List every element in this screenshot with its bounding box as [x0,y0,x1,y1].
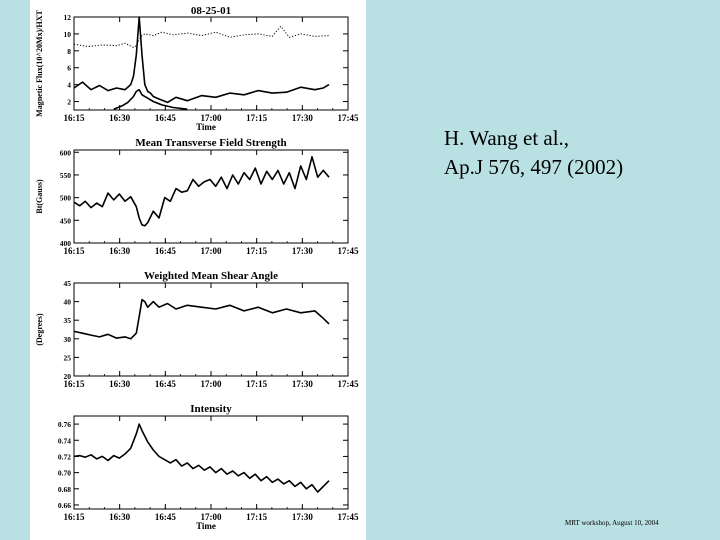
x-tick-label: 17:15 [246,512,267,522]
x-tick-label: 16:15 [64,512,85,522]
x-tick-label: 17:00 [201,512,222,522]
x-tick-label: 16:45 [155,379,176,389]
y-tick-label: 30 [64,335,72,344]
x-tick-label: 17:30 [292,379,313,389]
y-tick-label: 0.66 [58,501,71,510]
series-line-1 [73,25,330,48]
x-tick-label: 17:00 [201,379,222,389]
series-line-3 [113,88,188,110]
chart-title: 08-25-01 [191,5,231,17]
y-tick-label: 0.74 [58,436,71,445]
x-axis-label: Time [196,521,216,531]
y-tick-label: 400 [60,239,72,248]
plot-frame [73,415,349,510]
y-tick-label: 500 [60,194,72,203]
y-tick-label: 0.70 [58,469,71,478]
y-tick-label: 0.76 [58,420,71,429]
x-tick-label: 17:15 [246,379,267,389]
y-tick-label: 10 [64,30,72,39]
footer-note: MRT workshop, August 10, 2004 [565,519,659,527]
y-tick-label: 600 [60,148,72,157]
x-tick-label: 17:00 [201,113,222,123]
x-tick-label: 17:30 [292,113,313,123]
series-line-2 [73,16,330,104]
x-tick-label: 17:15 [246,246,267,256]
series-line-1 [73,156,330,227]
y-axis-label: (Degrees) [35,313,44,346]
x-tick-label: 16:30 [109,246,130,256]
x-tick-label: 17:30 [292,512,313,522]
series-line-1 [73,298,330,340]
y-axis-label: Bt(Gauss) [35,179,44,214]
x-tick-label: 16:15 [64,113,85,123]
x-axis-label: Time [196,122,216,132]
x-tick-label: 17:00 [201,246,222,256]
figure-panel: 08-25-01 16:15 16:30 16:45 17:00 17:15 17:30 17… [30,0,366,540]
y-tick-label: 0.72 [58,452,71,461]
chart-title: Mean Transverse Field Strength [135,137,286,149]
chart-title: Intensity [190,403,232,415]
y-tick-label: 550 [60,171,72,180]
x-tick-label: 16:15 [64,246,85,256]
x-tick-label: 16:30 [109,512,130,522]
series-line-1 [73,423,330,493]
x-tick-label: 17:45 [338,113,359,123]
x-tick-label: 17:15 [246,113,267,123]
chart-figure: 08-25-01 16:15 16:30 16:45 17:00 17:15 17:30 17… [35,5,359,531]
y-tick-label: 2 [67,98,71,107]
x-tick-label: 17:45 [338,512,359,522]
y-tick-label: 6 [67,64,71,73]
x-tick-label: 16:15 [64,379,85,389]
y-tick-label: 12 [64,13,72,22]
y-axis-label: Magnetic Flux(10^20Mx)/HXT [35,10,44,117]
x-tick-label: 16:45 [155,512,176,522]
plot-frame [73,282,349,377]
x-tick-label: 16:45 [155,113,176,123]
y-tick-label: 8 [67,47,71,56]
x-tick-label: 17:45 [338,379,359,389]
citation-line-2: Ap.J 576, 497 (2002) [444,155,624,179]
x-tick-label: 16:30 [109,113,130,123]
y-tick-label: 45 [64,279,72,288]
y-tick-label: 40 [64,298,72,307]
chart-title: Weighted Mean Shear Angle [144,270,278,282]
plot-frame [73,149,349,244]
y-tick-label: 20 [64,372,72,381]
x-tick-label: 16:45 [155,246,176,256]
y-tick-label: 25 [64,353,72,362]
y-tick-label: 0.68 [58,485,71,494]
y-tick-label: 35 [64,316,72,325]
citation-line-1: H. Wang et al., [444,126,570,150]
x-tick-label: 16:30 [109,379,130,389]
x-tick-label: 17:45 [338,246,359,256]
y-tick-label: 450 [60,216,72,225]
x-tick-label: 17:30 [292,246,313,256]
y-tick-label: 4 [67,81,71,90]
